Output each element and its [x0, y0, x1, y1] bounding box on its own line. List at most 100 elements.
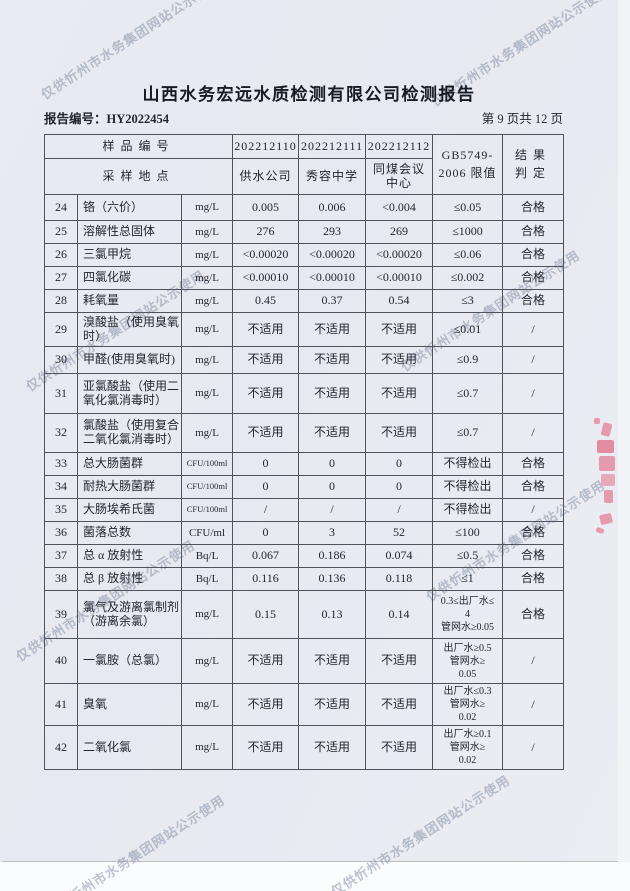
table-row: 41 臭氧 mg/L 不适用 不适用 不适用 出厂水≤0.3 管网水≥ 0.02/ — [44, 683, 565, 726]
cell-val: 不适用 — [298, 346, 367, 374]
table-row: 29 溴酸盐（使用臭氧时） mg/L 不适用 不适用 不适用 ≤0.01/ — [44, 312, 565, 347]
cell-item: 溶解性总固体 — [77, 220, 182, 244]
cell-no: 24 — [44, 194, 78, 221]
table-row: 38 总 β 放射性 Bq/L 0.116 0.136 0.118 ≤1 合格 — [44, 567, 565, 591]
cell-unit: mg/L — [180, 194, 234, 221]
cell-val: 0.006 — [298, 194, 367, 221]
cell-unit: mg/L — [180, 346, 234, 374]
location-2: 秀容中学 — [298, 158, 367, 195]
cell-val: 不适用 — [232, 413, 300, 453]
cell-val: 不适用 — [365, 683, 434, 726]
table-row: 42 二氧化氯 mg/L 不适用 不适用 不适用 出厂水≥0.1 管网水≥ 0.02/ — [44, 725, 565, 770]
cell-val: 0 — [365, 452, 434, 476]
cell-val: / — [298, 498, 367, 522]
header-row-sample-id: 样品编号 202212110 202212111 202212112 GB574… — [43, 134, 565, 195]
cell-val: 0 — [298, 475, 367, 499]
cell-val: 0.54 — [365, 289, 434, 313]
cell-val: 0.067 — [232, 544, 300, 568]
scan-edge-bottom — [0, 862, 630, 891]
table-row: 37 总 α 放射性 Bq/L 0.067 0.186 0.074 ≤0.5 合格 — [44, 544, 565, 568]
table-row: 24 铬（六价） mg/L 0.005 0.006 <0.004 ≤0.05 合格 — [44, 194, 565, 221]
cell-val: 不适用 — [365, 413, 434, 453]
cell-result: 合格 — [502, 544, 565, 568]
results-table-body: 24 铬（六价） mg/L 0.005 0.006 <0.004 ≤0.05 合格 25 溶解性总… — [44, 194, 565, 770]
report-title: 山西水务宏远水质检测有限公司检测报告 — [142, 85, 476, 104]
cell-val: 0 — [298, 452, 367, 476]
report-number: 报告编号：HY2022454 — [44, 112, 170, 126]
sample-id-2: 202212111 — [298, 134, 367, 159]
cell-val: 0 — [232, 521, 300, 545]
cell-val: <0.00010 — [298, 266, 367, 290]
cell-val: <0.00020 — [232, 243, 300, 267]
cell-unit: mg/L — [180, 266, 234, 290]
table-row: 30 甲醛(使用臭氧时) mg/L 不适用 不适用 不适用 ≤0.9/ — [44, 346, 565, 374]
cell-item: 甲醛(使用臭氧时) — [77, 346, 182, 374]
cell-unit: mg/L — [180, 683, 234, 726]
cell-result: 合格 — [502, 289, 565, 313]
cell-unit: CFU/100ml — [180, 475, 234, 499]
cell-limit: 出厂水≤0.3 管网水≥ 0.02 — [432, 683, 504, 726]
cell-result: / — [502, 413, 565, 453]
cell-no: 37 — [44, 544, 78, 568]
scan-edge-right — [618, 0, 630, 862]
cell-limit: ≤0.5 — [432, 544, 504, 568]
table-row: 36 菌落总数 CFU/ml 0 3 52 ≤100 合格 — [44, 521, 565, 545]
cell-item: 臭氧 — [77, 683, 182, 726]
cell-result: 合格 — [502, 266, 565, 290]
cell-limit: 不得检出 — [432, 475, 504, 499]
cell-unit: mg/L — [180, 725, 234, 770]
cell-unit: mg/L — [180, 638, 234, 684]
cell-item: 三氯甲烷 — [77, 243, 182, 267]
cell-val: 0.186 — [298, 544, 367, 568]
cell-unit: mg/L — [180, 373, 234, 414]
table-row: 40 一氯胺（总氯） mg/L 不适用 不适用 不适用 出厂水≥0.5 管网水≥ 0.05/ — [44, 638, 565, 684]
cell-val: 不适用 — [298, 312, 367, 347]
standard-limit-label: 2006 限值 — [438, 165, 497, 180]
cell-item: 亚氯酸盐（使用二氧化氯消毒时） — [77, 373, 182, 414]
cell-item: 总大肠菌群 — [77, 452, 182, 476]
sample-id-label: 样品编号 — [43, 134, 234, 159]
cell-limit: ≤0.002 — [432, 266, 504, 290]
cell-item: 氯酸盐（使用复合二氧化氯消毒时） — [77, 413, 182, 453]
cell-item: 氯气及游离氯制剂（游离余氯） — [77, 590, 182, 639]
cell-val: 不适用 — [298, 725, 367, 770]
cell-val: 不适用 — [365, 638, 434, 684]
result-label: 结果 — [515, 148, 552, 163]
cell-val: 0.14 — [365, 590, 434, 639]
cell-limit: 不得检出 — [432, 452, 504, 476]
cell-unit: CFU/ml — [180, 521, 234, 545]
cell-limit: ≤100 — [432, 521, 504, 545]
cell-unit: mg/L — [180, 289, 234, 313]
cell-limit: ≤0.06 — [432, 243, 504, 267]
cell-val: 不适用 — [298, 413, 367, 453]
cell-result: 合格 — [502, 521, 565, 545]
cell-val: 不适用 — [232, 373, 300, 414]
result-judgement-header: 结果 判定 — [502, 134, 565, 195]
cell-val: 0.13 — [298, 590, 367, 639]
cell-val: 0.15 — [232, 590, 300, 639]
cell-val: 不适用 — [365, 346, 434, 374]
table-row: 27 四氯化碳 mg/L <0.00010 <0.00010 <0.00010 ≤0.002… — [44, 266, 565, 290]
sample-id-1: 202212110 — [232, 134, 300, 159]
cell-no: 34 — [44, 475, 78, 499]
cell-result: 合格 — [502, 220, 565, 244]
cell-no: 35 — [44, 498, 78, 522]
cell-result: 合格 — [502, 475, 565, 499]
cell-val: / — [232, 498, 300, 522]
table-row: 25 溶解性总固体 mg/L 276 293 269 ≤1000 合格 — [44, 220, 565, 244]
cell-val: <0.00020 — [298, 243, 367, 267]
cell-item: 溴酸盐（使用臭氧时） — [77, 312, 182, 347]
cell-val: 不适用 — [232, 725, 300, 770]
cell-limit: ≤1000 — [432, 220, 504, 244]
location-1: 供水公司 — [232, 158, 300, 195]
cell-val: <0.00010 — [365, 266, 434, 290]
table-row: 33 总大肠菌群 CFU/100ml 0 0 0 不得检出 合格 — [44, 452, 565, 476]
cell-val: 293 — [298, 220, 367, 244]
table-row: 28 耗氧量 mg/L 0.45 0.37 0.54 ≤3 合格 — [44, 289, 565, 313]
cell-result: / — [502, 373, 565, 414]
cell-limit: 不得检出 — [432, 498, 504, 522]
cell-val: 不适用 — [365, 312, 434, 347]
cell-unit: CFU/100ml — [180, 498, 234, 522]
cell-no: 29 — [44, 312, 78, 347]
